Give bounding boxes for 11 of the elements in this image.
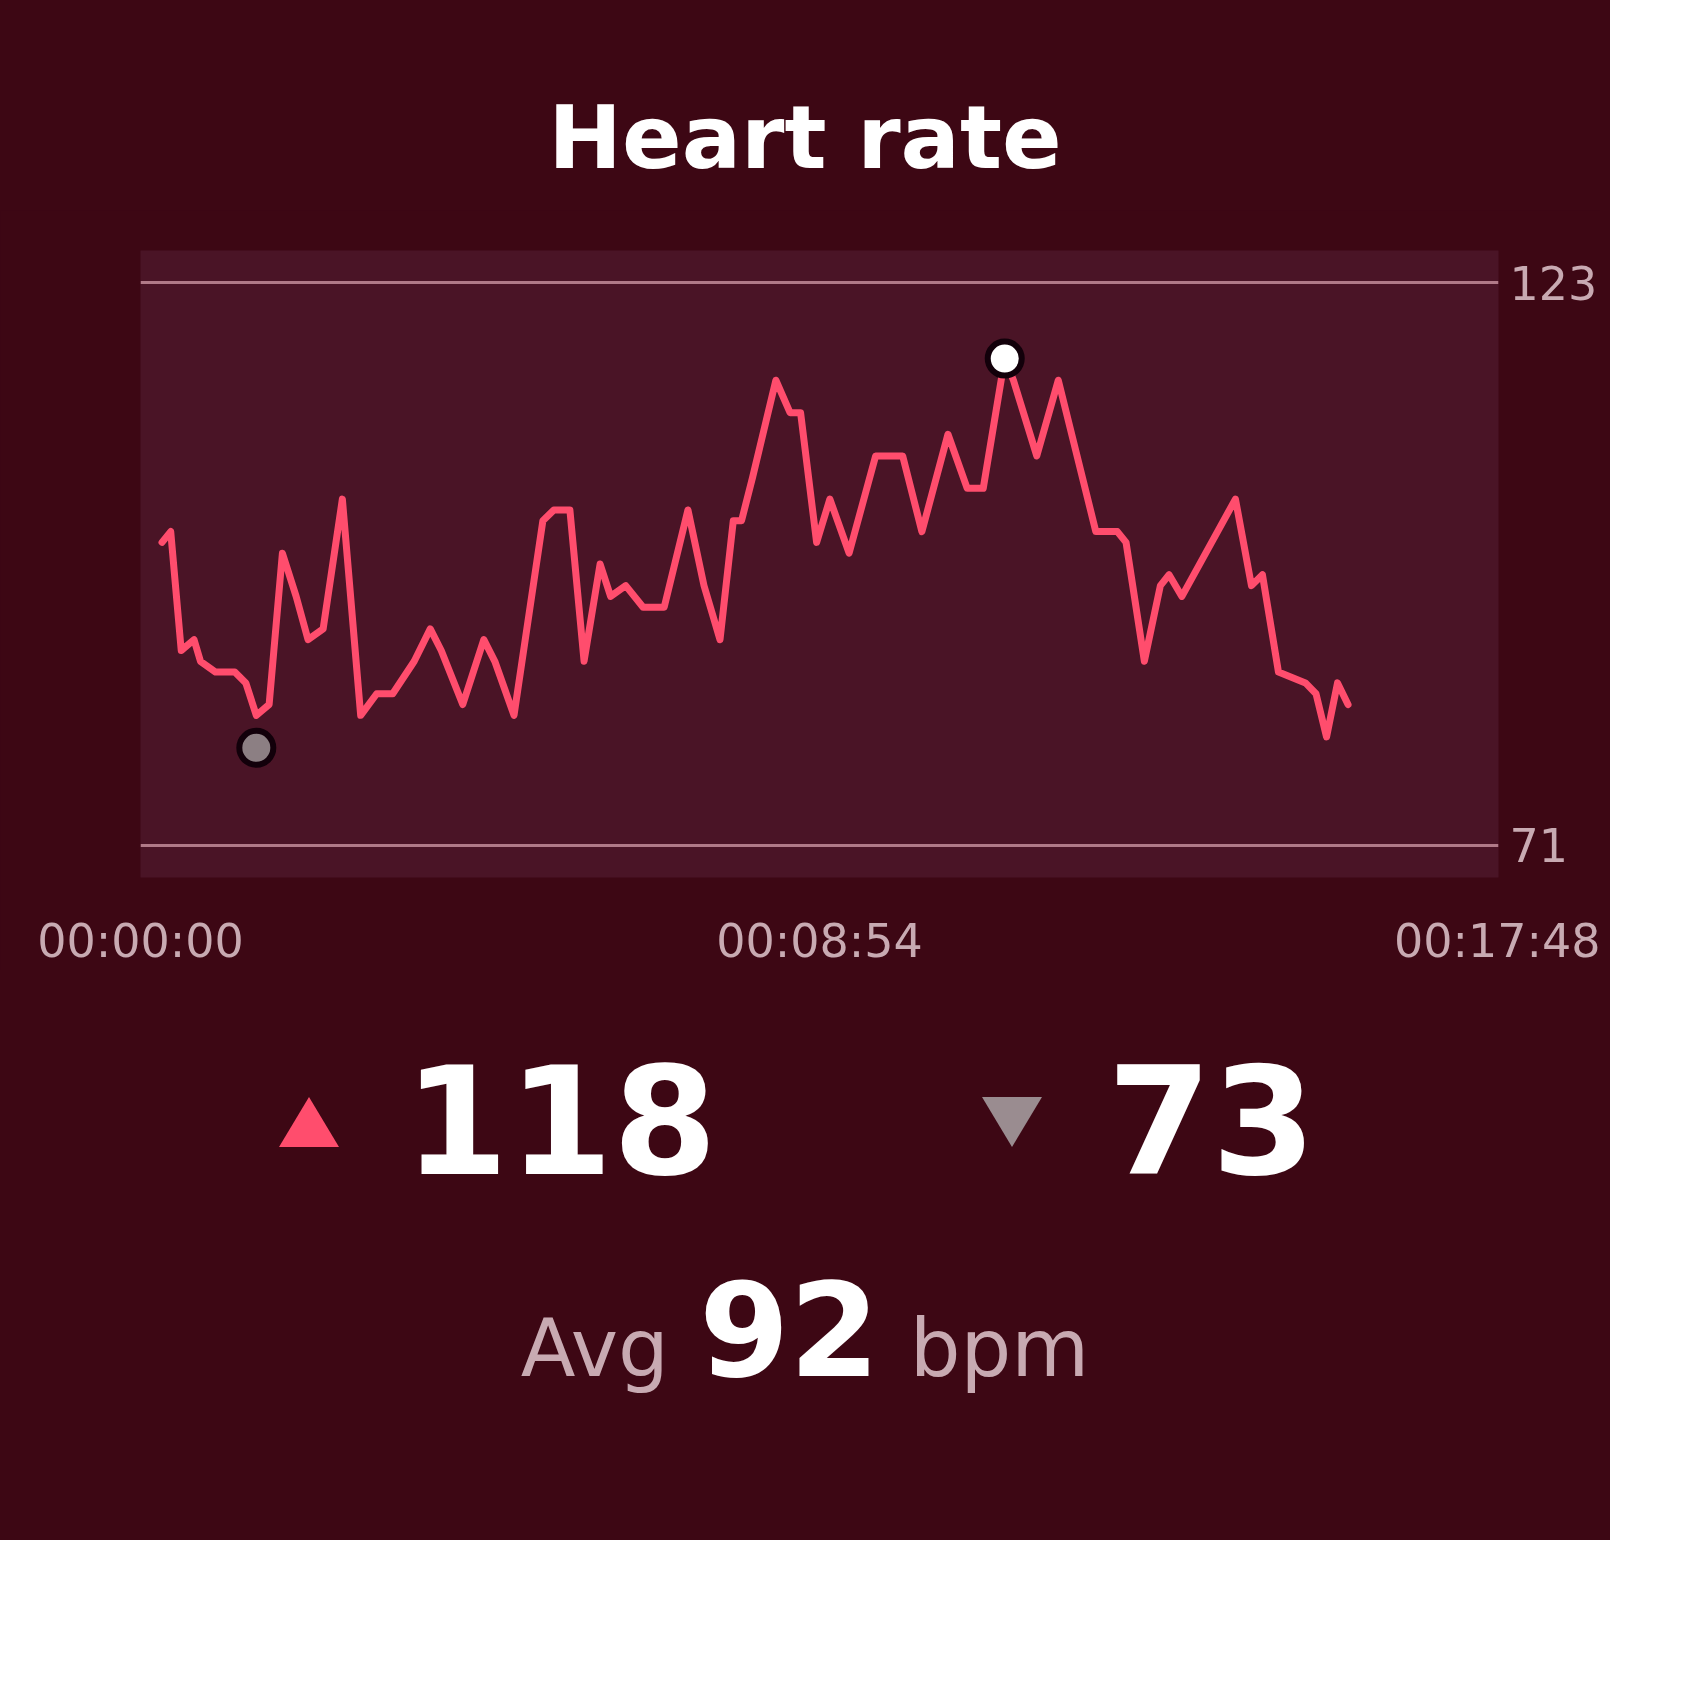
x-tick-label: 00:08:54 bbox=[716, 913, 923, 968]
text: bpm bbox=[909, 1301, 1090, 1398]
x-tick-label: 00:00:00 bbox=[37, 913, 244, 968]
y-tick-label: 71 bbox=[1509, 819, 1569, 874]
x-tick-label: 00:17:48 bbox=[1393, 913, 1601, 968]
text: 92 bbox=[698, 1254, 880, 1410]
text: 73 bbox=[1107, 1034, 1316, 1211]
y-tick-label: 123 bbox=[1509, 256, 1598, 311]
chart-title: Heart rate bbox=[548, 85, 1062, 191]
text: 118 bbox=[404, 1034, 718, 1211]
text: Avg bbox=[520, 1301, 669, 1398]
